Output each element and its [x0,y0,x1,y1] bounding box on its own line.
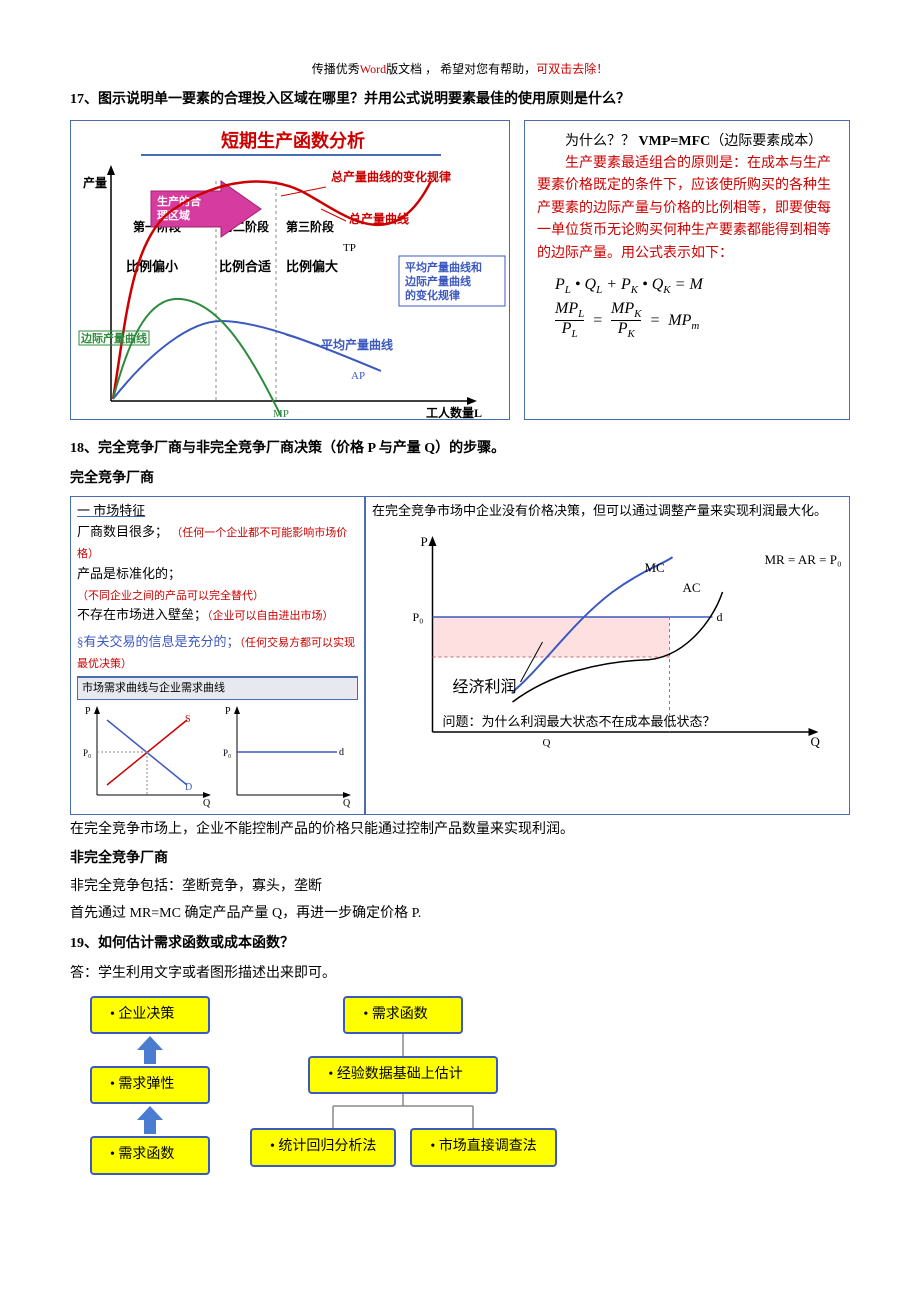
flow-left: 企业决策 需求弹性 需求函数 [90,996,210,1175]
svg-text:P: P [421,534,428,549]
svg-text:边际产量曲线: 边际产量曲线 [80,331,147,345]
svg-text:边际产量曲线: 边际产量曲线 [404,274,471,288]
q17-formula: PL • QL + PK • QK = M MPLPL = MPKPK = MP… [537,265,837,341]
header-mid: 版文档 ， 希望对您有帮助， [386,62,536,76]
svg-text:产量: 产量 [83,175,107,190]
svg-text:d: d [717,610,723,624]
q17-row: 短期生产函数分析 产量 工人数量L 第一阶段 第二阶段 第三阶段 比例偏小 比例… [70,120,850,420]
formula-line2: MPLPL = MPKPK = MPm [555,301,837,340]
features-title: 一 市场特征 [77,501,358,522]
flow-left-n2: 需求弹性 [90,1066,210,1104]
q18-heading: 18、完全竞争厂商与非完全竞争厂商决策（价格 P 与产量 Q）的步骤。 [70,438,850,460]
svg-text:经济利润: 经济利润 [453,678,517,696]
svg-text:P₀: P₀ [223,748,231,758]
q19-flowcharts: 企业决策 需求弹性 需求函数 需求函数 经验数据基础上估计 统计回归分析法 市场… [70,996,850,1175]
svg-text:MP: MP [273,408,289,420]
flow-left-n3: 需求函数 [90,1136,210,1174]
q17-answer-box: 为什么？？ VMP=MFC（边际要素成本） 生产要素最适组合的原则是：在成本与生… [524,120,850,420]
profit-chart: P Q MR = AR = P₀ d P₀ MC AC 经济利润 问题：为什么利… [372,522,843,752]
connector-line [402,1034,404,1056]
svg-text:AP: AP [351,370,365,382]
q18-sub1: 完全竞争厂商 [70,468,850,490]
svg-text:比例合适: 比例合适 [219,259,271,274]
market-features: 一 市场特征 厂商数目很多； （任何一个企业都不可能影响市场价格） 产品是标准化… [70,496,365,815]
q18-after: 在完全竞争市场上，企业不能控制产品的价格只能通过控制产品数量来实现利润。 [70,819,850,841]
doc-header-note: 传播优秀Word版文档 ， 希望对您有帮助，可双击去除！ [70,60,850,79]
svg-text:问题：为什么利润最大状态不在成本最低状态？: 问题：为什么利润最大状态不在成本最低状态？ [443,714,716,729]
profit-box: 在完全竞争市场中企业没有价格决策，但可以通过调整产量来实现利润最大化。 P Q … [365,496,850,815]
svg-text:总产量曲线: 总产量曲线 [349,211,409,226]
market-demand-chart: P Q S D P₀ [77,700,217,810]
header-prefix: 传播优秀 [312,62,360,76]
svg-text:P₀: P₀ [83,748,91,758]
svg-text:P: P [85,706,91,717]
q19-heading: 19、如何估计需求函数或成本函数？ [70,933,850,955]
q18-p2: 首先通过 MR=MC 确定产品产量 Q，再进一步确定价格 P. [70,903,850,925]
svg-text:第三阶段: 第三阶段 [286,219,335,234]
arrow-up-icon [133,1104,167,1136]
connector-branch [293,1094,513,1128]
q17-body: 生产要素最适组合的原则是：在成本与生产要素价格既定的条件下，应该使所购买的各种生… [537,153,837,265]
svg-text:P₀: P₀ [413,610,424,624]
svg-text:D: D [185,782,192,793]
svg-text:MC: MC [645,560,665,575]
q17-chart: 短期生产函数分析 产量 工人数量L 第一阶段 第二阶段 第三阶段 比例偏小 比例… [70,120,510,420]
svg-text:平均产量曲线和: 平均产量曲线和 [405,260,482,274]
flow-right-n3: 统计回归分析法 [250,1128,396,1166]
q18-row: 一 市场特征 厂商数目很多； （任何一个企业都不可能影响市场价格） 产品是标准化… [70,496,850,815]
flow-right-n4: 市场直接调查法 [410,1128,556,1166]
svg-text:Q: Q [543,737,551,749]
svg-text:d: d [339,747,344,758]
svg-text:MR = AR = P₀: MR = AR = P₀ [765,552,842,567]
chart-title: 短期生产函数分析 [221,130,365,151]
arrow-up-icon [133,1034,167,1066]
flow-left-n1: 企业决策 [90,996,210,1034]
flow-right-n2: 经验数据基础上估计 [308,1056,498,1094]
formula-line1: PL • QL + PK • QK = M [555,269,837,301]
header-word: Word [360,62,386,76]
mini-charts-title: 市场需求曲线与企业需求曲线 [77,677,358,701]
profit-text: 在完全竞争市场中企业没有价格决策，但可以通过调整产量来实现利润最大化。 [372,501,843,522]
svg-text:P: P [225,706,231,717]
svg-text:比例偏小: 比例偏小 [126,259,178,274]
svg-text:平均产量曲线: 平均产量曲线 [321,337,393,352]
svg-text:S: S [185,714,191,725]
flow-right-n1: 需求函数 [343,996,463,1034]
flow-right: 需求函数 经验数据基础上估计 统计回归分析法 市场直接调查法 [250,996,557,1175]
svg-text:比例偏大: 比例偏大 [286,259,338,274]
svg-text:Q: Q [811,734,821,749]
q18-p1: 非完全竞争包括：垄断竞争，寡头，垄断 [70,876,850,898]
q18-sub2: 非完全竞争厂商 [70,848,850,870]
svg-text:Q: Q [203,798,211,809]
header-suffix: 可双击去除！ [536,62,608,76]
svg-text:的变化规律: 的变化规律 [405,288,460,302]
q19-answer: 答：学生利用文字或者图形描述出来即可。 [70,963,850,985]
svg-text:工人数量L: 工人数量L [426,405,482,420]
firm-demand-chart: P Q P₀ d [217,700,357,810]
svg-text:TP: TP [343,242,356,254]
q17-heading: 17、图示说明单一要素的合理投入区域在哪里？并用公式说明要素最佳的使用原则是什么… [70,89,850,111]
svg-text:Q: Q [343,798,351,809]
svg-text:总产量曲线的变化规律: 总产量曲线的变化规律 [331,169,451,184]
svg-text:AC: AC [683,580,701,595]
q17-line1: 为什么？？ VMP=MFC（边际要素成本） [537,131,837,153]
